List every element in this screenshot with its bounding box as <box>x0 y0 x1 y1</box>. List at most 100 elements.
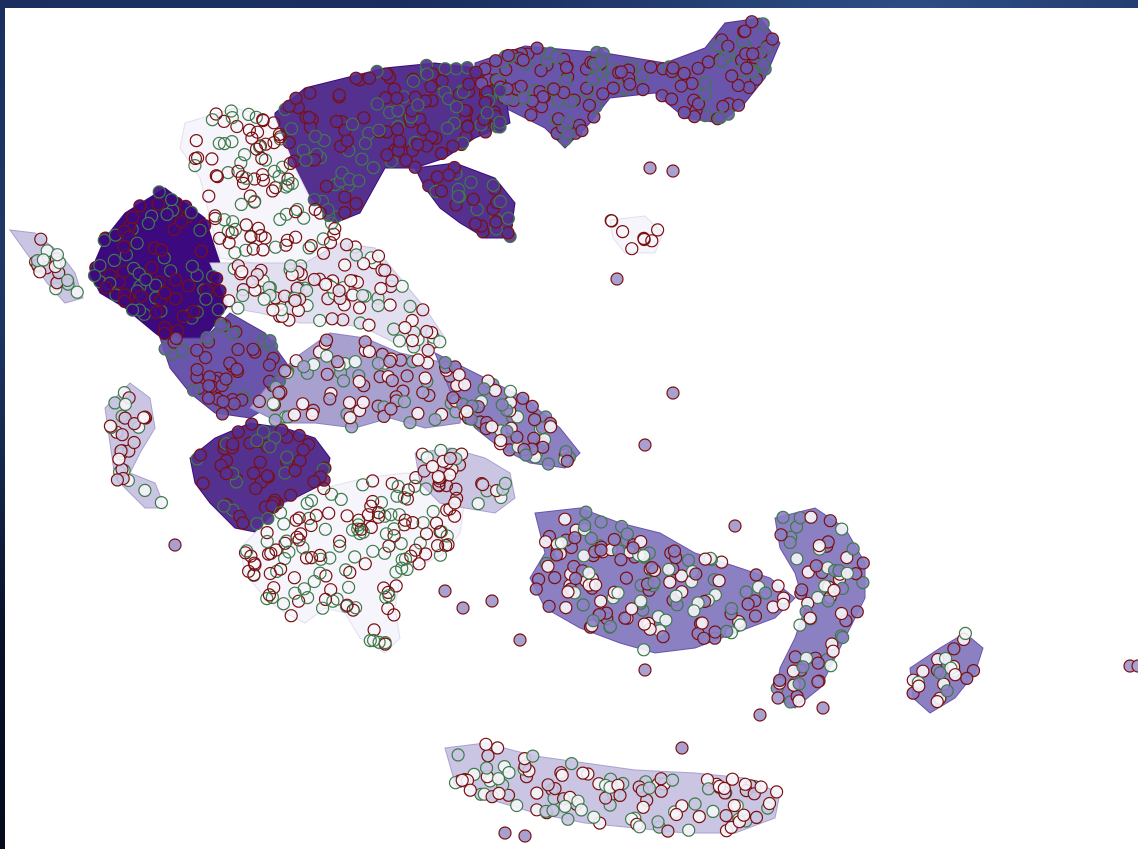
settlement-marker <box>524 108 538 122</box>
settlement-marker <box>517 91 531 105</box>
settlement-marker <box>235 265 249 279</box>
settlement-marker <box>263 440 277 454</box>
settlement-marker <box>568 571 583 586</box>
settlement-marker <box>654 784 668 798</box>
settlement-marker <box>850 605 864 619</box>
settlement-marker <box>625 602 639 616</box>
settlement-marker <box>435 74 449 88</box>
settlement-marker <box>403 299 417 313</box>
settlement-marker <box>613 788 627 803</box>
settlement-marker <box>382 539 396 553</box>
settlement-marker <box>266 184 280 198</box>
settlement-marker <box>604 214 618 228</box>
settlement-marker <box>392 334 407 348</box>
settlement-marker <box>428 413 442 427</box>
settlement-marker <box>371 510 385 524</box>
settlement-marker <box>354 522 368 536</box>
settlement-marker <box>493 194 507 209</box>
settlement-marker <box>756 17 770 31</box>
settlement-marker <box>261 511 275 526</box>
settlement-marker <box>356 395 370 409</box>
settlement-marker <box>547 82 561 96</box>
settlement-marker <box>793 511 807 525</box>
settlement-marker <box>821 594 835 608</box>
settlement-marker <box>501 48 515 63</box>
settlement-marker <box>667 544 682 558</box>
settlement-marker <box>582 98 597 112</box>
settlement-marker <box>783 535 797 550</box>
settlement-marker <box>127 435 141 450</box>
settlement-marker <box>379 590 393 605</box>
settlement-marker <box>356 525 370 539</box>
settlement-marker <box>214 319 228 333</box>
settlement-marker <box>554 536 569 550</box>
settlement-marker <box>289 205 303 219</box>
settlement-marker <box>225 135 239 149</box>
settlement-marker <box>103 419 118 433</box>
settlement-marker <box>352 374 366 389</box>
settlement-marker <box>401 483 415 497</box>
settlement-marker <box>527 431 541 445</box>
settlement-marker <box>645 560 659 575</box>
settlement-marker <box>346 523 360 537</box>
settlement-marker <box>34 232 48 246</box>
settlement-marker <box>357 111 371 125</box>
settlement-marker <box>199 292 213 306</box>
settlement-marker <box>413 536 427 550</box>
settlement-marker <box>636 82 650 97</box>
settlement-marker <box>385 274 399 288</box>
settlement-marker <box>283 156 297 170</box>
settlement-marker <box>916 664 930 678</box>
settlement-marker <box>272 169 286 183</box>
settlement-marker <box>394 536 408 551</box>
settlement-marker <box>389 579 403 593</box>
settlement-marker <box>468 217 482 231</box>
island-marker <box>485 594 499 608</box>
settlement-marker <box>313 566 327 580</box>
settlement-marker <box>725 69 739 83</box>
settlement-marker <box>199 351 213 365</box>
settlement-marker <box>827 583 841 598</box>
settlement-marker <box>244 229 258 243</box>
settlement-marker <box>665 773 680 787</box>
settlement-marker <box>208 209 222 223</box>
settlement-marker <box>769 785 784 799</box>
settlement-marker <box>322 506 336 520</box>
settlement-marker <box>615 225 630 239</box>
settlement-marker <box>349 601 363 615</box>
settlement-marker <box>304 239 318 253</box>
settlement-marker <box>345 117 360 131</box>
settlement-marker <box>260 534 274 549</box>
settlement-marker <box>238 148 252 162</box>
settlement-marker <box>812 538 826 553</box>
settlement-marker <box>724 601 739 616</box>
settlement-marker <box>355 152 369 166</box>
settlement-marker <box>352 513 366 527</box>
settlement-marker <box>435 146 449 160</box>
settlement-marker <box>385 476 399 491</box>
settlement-marker <box>209 169 223 183</box>
island-marker <box>666 164 680 178</box>
settlement-marker <box>647 575 661 590</box>
settlement-marker <box>706 804 720 819</box>
settlement-marker <box>165 193 179 207</box>
settlement-marker <box>434 184 448 198</box>
settlement-marker <box>623 77 637 91</box>
settlement-marker <box>489 54 503 68</box>
settlement-marker <box>406 74 420 88</box>
settlement-marker <box>372 123 386 137</box>
settlement-marker <box>212 136 226 150</box>
settlement-marker <box>134 289 148 303</box>
settlement-marker <box>215 407 229 421</box>
settlement-marker <box>698 76 713 90</box>
settlement-marker <box>225 110 239 125</box>
settlement-marker <box>296 443 310 457</box>
settlement-marker <box>300 284 314 298</box>
settlement-marker <box>378 509 392 523</box>
settlement-marker <box>357 257 371 271</box>
settlement-marker <box>228 246 242 260</box>
settlement-marker <box>297 211 311 225</box>
settlement-marker <box>273 212 287 226</box>
settlement-marker <box>840 550 854 565</box>
settlement-marker <box>632 820 647 834</box>
